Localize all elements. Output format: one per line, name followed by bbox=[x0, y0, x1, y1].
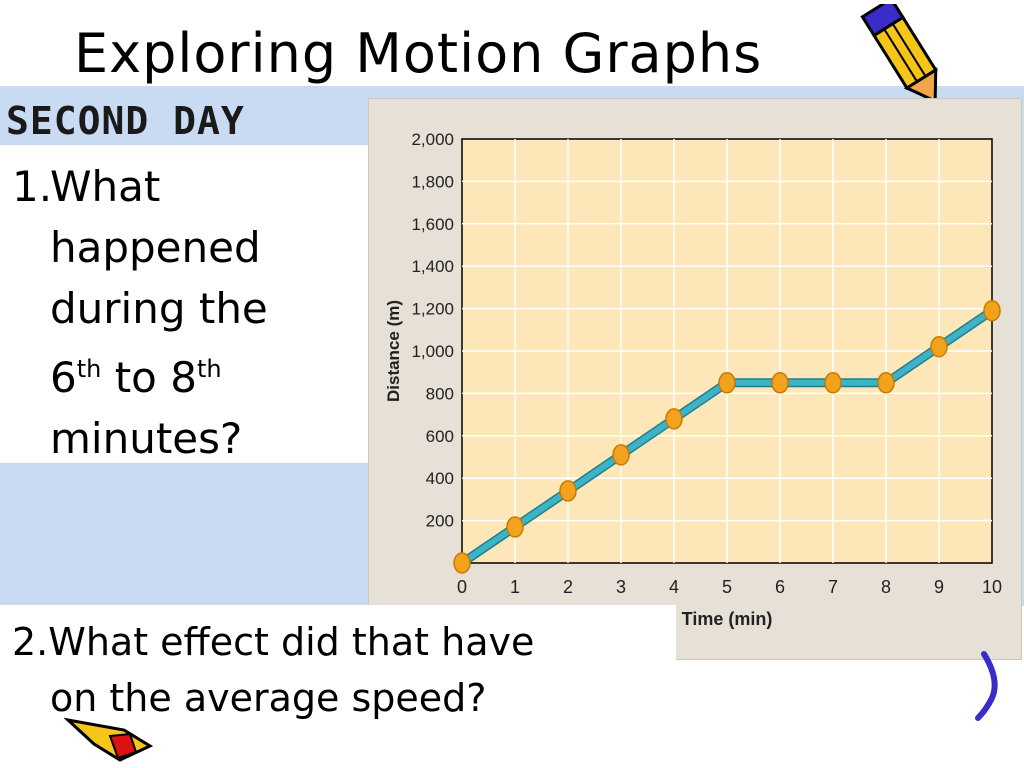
question-2: 2.What effect did that have on the avera… bbox=[12, 614, 662, 726]
data-point bbox=[506, 516, 524, 538]
motion-graph: 0 1 2 3 4 5 6 7 8 9 10 200 400 600 800 1,000 1,200 1,400 1… bbox=[384, 130, 1002, 629]
y-axis-label: Distance (m) bbox=[384, 300, 403, 402]
data-point bbox=[983, 299, 1001, 322]
y-tick-label: 1,200 bbox=[411, 300, 454, 319]
question-1-line-4: 6th to 8th bbox=[50, 353, 222, 402]
pencil-icon bbox=[860, 4, 938, 100]
y-tick-label: 1,800 bbox=[411, 172, 454, 191]
data-point bbox=[877, 372, 895, 394]
question-1-number: 1. bbox=[12, 162, 53, 211]
x-tick-label: 7 bbox=[828, 577, 838, 597]
y-tick-label: 600 bbox=[426, 427, 454, 446]
x-tick-label: 5 bbox=[722, 577, 732, 597]
tick-labels: 0 1 2 3 4 5 6 7 8 9 10 200 400 600 800 1,000 1,200 1,400 1… bbox=[411, 130, 1002, 597]
question-2-line-1: 2.What effect did that have bbox=[12, 620, 535, 664]
x-tick-label: 2 bbox=[563, 577, 573, 597]
slide-title: Exploring Motion Graphs bbox=[74, 22, 763, 85]
data-point bbox=[665, 408, 683, 430]
x-tick-label: 4 bbox=[669, 577, 679, 597]
y-tick-label: 800 bbox=[426, 384, 454, 403]
x-axis-label: Time (min) bbox=[682, 609, 773, 629]
bracket-icon bbox=[975, 651, 998, 721]
question-1-line-5: minutes? bbox=[50, 414, 243, 463]
x-tick-label: 3 bbox=[616, 577, 626, 597]
y-tick-label: 1,600 bbox=[411, 215, 454, 234]
question-1-panel bbox=[0, 145, 376, 463]
data-point bbox=[718, 372, 736, 394]
question-1-line-1: What bbox=[50, 162, 161, 211]
x-tick-label: 0 bbox=[457, 577, 467, 597]
question-2-line-2: on the average speed? bbox=[50, 676, 487, 720]
y-tick-label: 1,000 bbox=[411, 342, 454, 361]
x-tick-label: 1 bbox=[510, 577, 520, 597]
data-point bbox=[930, 336, 948, 358]
question-1-line-3: during the bbox=[50, 284, 268, 333]
x-tick-label: 6 bbox=[775, 577, 785, 597]
day-label: SECOND DAY bbox=[6, 99, 245, 143]
x-tick-label: 8 bbox=[881, 577, 891, 597]
chart-panel: 0 1 2 3 4 5 6 7 8 9 10 200 400 600 800 1,000 1,200 1,400 1… bbox=[368, 98, 1022, 660]
data-point bbox=[771, 372, 789, 394]
data-point bbox=[612, 444, 630, 466]
data-point bbox=[453, 552, 471, 574]
x-tick-label: 9 bbox=[934, 577, 944, 597]
data-point bbox=[824, 372, 842, 394]
data-point bbox=[559, 480, 577, 502]
data-series bbox=[453, 299, 1001, 574]
y-tick-label: 400 bbox=[426, 469, 454, 488]
pencil-tip-icon bbox=[64, 717, 154, 762]
y-tick-label: 200 bbox=[426, 512, 454, 531]
y-tick-label: 1,400 bbox=[411, 257, 454, 276]
question-1-line-2: happened bbox=[50, 223, 261, 272]
gridlines bbox=[462, 139, 992, 563]
x-tick-label: 10 bbox=[982, 577, 1002, 597]
question-1: 1.What happened during the 6th to 8th mi… bbox=[12, 156, 372, 469]
y-tick-label: 2,000 bbox=[411, 130, 454, 149]
